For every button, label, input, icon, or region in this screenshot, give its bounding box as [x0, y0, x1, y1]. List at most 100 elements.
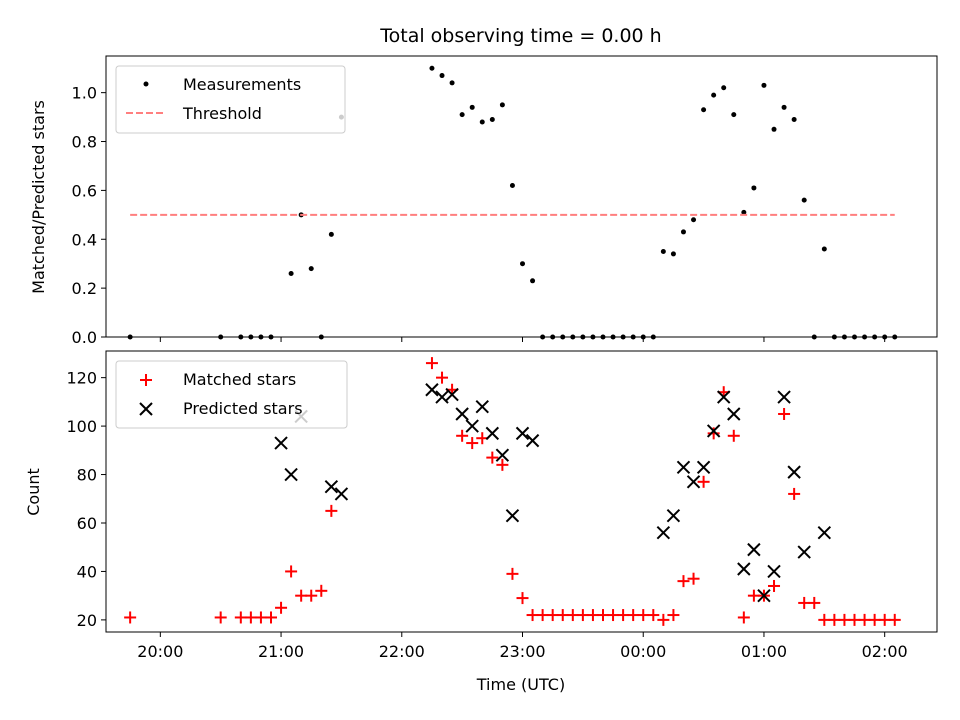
predicted-stars-point — [717, 390, 731, 404]
ratio-y-tick-label: 0.8 — [72, 133, 97, 152]
predicted-stars-point — [777, 390, 791, 404]
matched-stars-point — [808, 596, 821, 609]
predicted-stars-point — [656, 525, 671, 540]
top-chart-title: Total observing time = 0.00 h — [379, 25, 661, 47]
matched-stars-point — [496, 458, 509, 471]
count-x-tick-label: 22:00 — [379, 642, 425, 661]
ratio-y-tick-label: 0.0 — [72, 328, 97, 347]
matched-stars-point — [466, 437, 479, 450]
matched-stars-point — [456, 429, 469, 442]
matched-stars-point — [436, 371, 449, 384]
matched-stars-point — [234, 611, 247, 624]
matched-stars-point — [486, 451, 499, 464]
matched-stars-point — [647, 609, 660, 622]
matched-stars-point — [768, 579, 781, 592]
measurements-point — [680, 229, 686, 235]
matched-stars-point — [244, 611, 257, 624]
count-y-tick-label: 100 — [66, 417, 97, 436]
predicted-stars-point — [515, 426, 530, 441]
ratio-y-tick-label: 0.6 — [72, 181, 97, 200]
count-axes-frame — [105, 350, 938, 633]
predicted-stars-point — [445, 387, 459, 402]
predicted-stars-point — [495, 448, 510, 462]
measurements-point — [741, 209, 747, 215]
ratio-y-tick-label: 0.4 — [72, 230, 97, 249]
ratio-y-tick-label: 1.0 — [72, 84, 97, 103]
measurements-point — [781, 104, 787, 110]
legend-measurements-label: Measurements — [183, 75, 301, 94]
matched-stars-point — [264, 611, 277, 624]
predicted-stars-point — [324, 479, 339, 494]
legend-matched-label: Matched stars — [183, 370, 296, 389]
matched-stars-point — [828, 613, 841, 626]
count-y-tick-label: 60 — [77, 514, 97, 533]
measurements-point — [761, 82, 767, 88]
measurements-point — [479, 119, 485, 125]
count-y-axis-label: Count — [24, 468, 43, 516]
measurements-point — [701, 107, 707, 113]
matched-stars-point — [566, 609, 579, 622]
predicted-stars-point — [737, 562, 751, 576]
predicted-stars-point — [767, 564, 781, 579]
legend-predicted-marker — [139, 402, 153, 416]
ratio-axes-frame — [105, 55, 938, 338]
count-y-tick-label: 80 — [77, 466, 97, 485]
measurements-point — [509, 183, 515, 189]
matched-stars-point — [315, 584, 328, 597]
count-x-tick-label: 00:00 — [620, 642, 666, 661]
ratio-legend-box — [115, 65, 346, 134]
matched-stars-point — [586, 609, 599, 622]
matched-stars-point — [818, 613, 831, 626]
predicted-stars-point — [525, 433, 540, 448]
measurements-point — [821, 246, 827, 252]
predicted-stars-point — [475, 400, 489, 414]
count-x-tick-label: 01:00 — [741, 642, 787, 661]
matched-stars-point — [607, 609, 620, 622]
matched-stars-point — [285, 565, 298, 578]
matched-stars-point — [325, 504, 338, 517]
matched-stars-point — [667, 609, 680, 622]
predicted-stars-point — [747, 542, 761, 557]
predicted-stars-point — [666, 509, 681, 523]
measurements-point — [469, 104, 475, 110]
count-x-tick-label: 21:00 — [258, 642, 304, 661]
ratio-y-tick-label: 0.2 — [72, 279, 97, 298]
matched-stars-point — [697, 475, 710, 488]
measurements-point — [328, 231, 334, 237]
count-x-tick-label: 20:00 — [137, 642, 183, 661]
count-y-ticks: 20 40 60 80 100 120 — [66, 369, 106, 630]
matched-stars-point — [536, 609, 549, 622]
count-legend-box — [115, 360, 348, 429]
predicted-stars-point — [676, 460, 691, 474]
matched-stars-point — [425, 357, 438, 370]
matched-stars-point — [737, 611, 750, 624]
matched-stars-point — [848, 613, 861, 626]
matched-stars-point — [305, 589, 318, 602]
legend-predicted-label: Predicted stars — [183, 399, 303, 418]
count-x-tick-label: 02:00 — [862, 642, 908, 661]
legend-threshold-label: Threshold — [182, 104, 262, 123]
matched-stars-point — [747, 589, 760, 602]
count-marks — [124, 357, 901, 626]
matched-stars-point — [778, 407, 791, 420]
measurements-point — [801, 197, 807, 203]
measurements-point — [731, 112, 737, 118]
ratio-legend: Measurements Threshold — [115, 65, 346, 134]
count-y-tick-label: 120 — [66, 369, 97, 388]
ratio-y-ticks: 0.0 0.2 0.4 0.6 0.8 1.0 — [72, 84, 106, 347]
measurements-point — [459, 112, 465, 118]
measurements-point — [721, 85, 727, 91]
predicted-stars-point — [435, 390, 449, 404]
predicted-stars-point — [727, 407, 741, 421]
predicted-stars-point — [696, 460, 711, 474]
measurements-point — [439, 73, 445, 79]
matched-stars-point — [788, 487, 801, 500]
count-x-ticks: 20:00 21:00 22:00 23:00 00:00 01:00 02:00 — [137, 632, 908, 661]
ratio-y-axis-label: Matched/Predicted stars — [29, 100, 48, 294]
matched-stars-point — [124, 611, 137, 624]
measurements-point — [449, 80, 455, 86]
matched-stars-point — [254, 611, 267, 624]
count-y-tick-label: 20 — [77, 611, 97, 630]
measurements-point — [530, 278, 536, 284]
predicted-stars-point — [706, 424, 721, 438]
